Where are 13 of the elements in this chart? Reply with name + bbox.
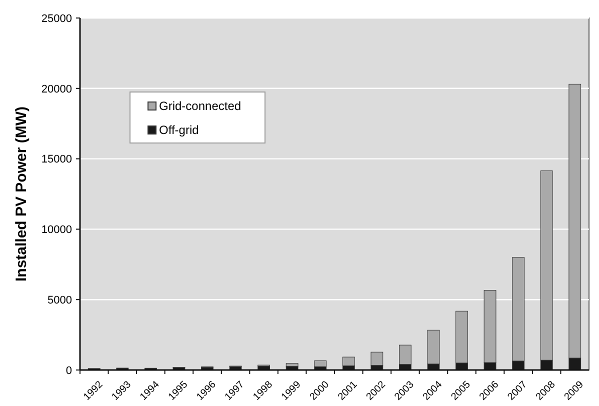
legend-label: Off-grid [159, 123, 199, 138]
y-axis-title: Installed PV Power (MW) [13, 106, 30, 282]
y-tick-label: 0 [66, 364, 72, 377]
y-tick-label: 10000 [41, 224, 72, 236]
y-tick-label: 15000 [41, 154, 72, 166]
y-tick-label: 20000 [41, 83, 72, 96]
y-tick-label: 5000 [48, 294, 72, 306]
y-tick-label: 25000 [41, 12, 72, 25]
bar [286, 363, 298, 367]
bar [342, 356, 355, 366]
bar [370, 352, 384, 366]
legend-label: Grid-connected [159, 99, 242, 114]
bar [314, 360, 327, 367]
